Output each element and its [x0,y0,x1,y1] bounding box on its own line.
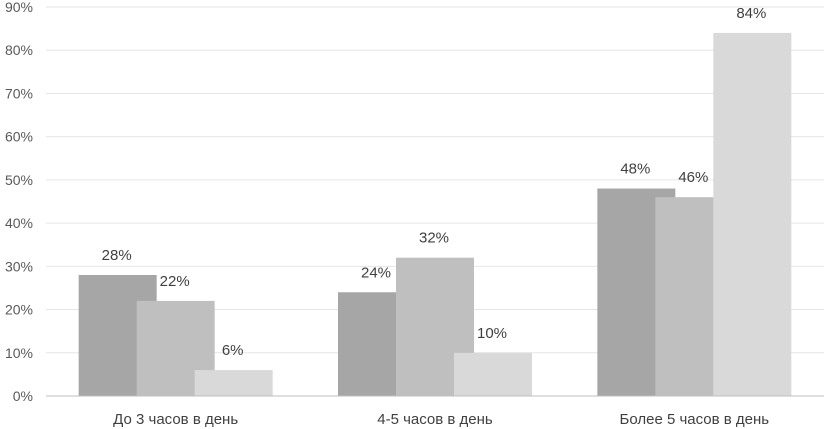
y-tick-label: 60% [5,129,33,145]
data-label: 48% [620,161,650,178]
data-label: 24% [361,264,391,281]
y-tick-label: 30% [5,258,33,274]
y-tick-label: 20% [5,302,33,318]
bar [713,32,792,396]
y-axis-ticks: 0% 10% 20% 30% 40% 50% 60% 70% 80% 90% [5,0,33,404]
y-tick-label: 0% [13,388,33,404]
y-tick-label: 90% [5,0,33,15]
data-label: 28% [102,247,132,264]
data-labels: 28% 22% 6% 24% 32% 10% 48% 46% 84% [102,5,767,359]
y-tick-label: 10% [5,345,33,361]
y-tick-label: 50% [5,172,33,188]
category-labels: До 3 часов в день 4-5 часов в день Более 5… [113,411,769,428]
category-label: 4-5 часов в день [377,411,493,428]
y-tick-label: 80% [5,42,33,58]
bar [194,370,273,396]
category-label: До 3 часов в день [113,411,238,428]
data-label: 10% [477,325,507,342]
y-tick-label: 70% [5,85,33,101]
data-label: 32% [419,230,449,247]
category-label: Более 5 часов в день [620,411,770,428]
data-label: 46% [678,169,708,186]
bars [78,32,792,396]
data-label: 84% [736,5,766,22]
data-label: 22% [160,273,190,290]
bar [454,352,532,396]
y-tick-label: 40% [5,215,33,231]
data-label: 6% [222,342,244,359]
